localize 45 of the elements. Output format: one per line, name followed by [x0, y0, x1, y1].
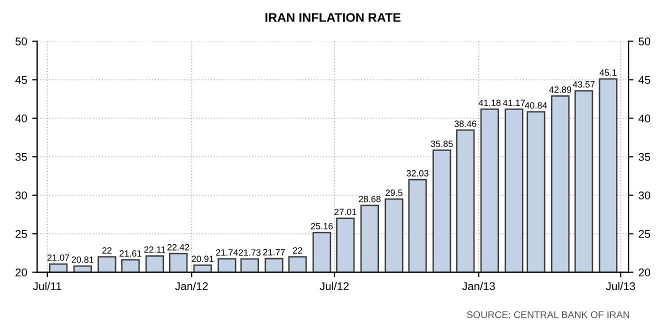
data-label: 40.84	[524, 102, 548, 109]
source-note: SOURCE: CENTRAL BANK OF IRAN	[466, 311, 630, 318]
data-label: 21.07	[47, 254, 70, 261]
y2-tick-label: 25	[638, 230, 650, 238]
x-tick-label: Jul/12	[320, 282, 349, 290]
data-label: 22.42	[167, 244, 190, 250]
data-label: 32.03	[406, 170, 428, 176]
data-label: 20.81	[72, 256, 94, 263]
x-tick-label: Jan/13	[462, 282, 495, 290]
data-label: 38.46	[454, 120, 476, 127]
data-label: 22.11	[144, 246, 166, 253]
y-tick-label: 45	[15, 76, 27, 84]
data-label: 29.5	[386, 190, 402, 196]
x-tick-label: Jul/11	[33, 282, 62, 290]
data-label: 27.01	[334, 208, 356, 216]
y-tick-label: 35	[15, 153, 27, 161]
y2-tick-label: 35	[638, 153, 650, 161]
y2-tick-label: 30	[638, 192, 650, 200]
data-label: 21.61	[120, 250, 142, 257]
data-label: 20.91	[192, 256, 214, 262]
data-label: 43.57	[572, 81, 595, 88]
data-label: 22	[102, 247, 112, 254]
data-label: 22	[292, 247, 302, 254]
y2-tick-label: 50	[638, 38, 650, 46]
x-tick-label: Jul/13	[606, 282, 636, 290]
y-tick-label: 40	[15, 114, 27, 122]
data-label: 41.18	[478, 100, 501, 106]
data-label: 21.74	[216, 249, 238, 256]
data-label: 25.16	[311, 222, 333, 230]
y2-tick-label: 20	[638, 268, 650, 276]
data-label: 21.77	[263, 249, 285, 256]
y2-tick-label: 45	[638, 76, 650, 84]
data-label: 41.17	[502, 100, 525, 106]
data-label: 28.68	[358, 196, 381, 202]
y-tick-label: 20	[16, 268, 27, 276]
data-label: 42.89	[549, 86, 572, 93]
y2-tick-label: 40	[638, 114, 650, 122]
data-label: 35.85	[430, 140, 453, 148]
data-label: 45.1	[600, 70, 616, 76]
y-tick-label: 25	[16, 230, 27, 238]
y-tick-label: 30	[15, 192, 27, 200]
data-label: 21.73	[238, 249, 261, 256]
chart-title: IRAN INFLATION RATE	[265, 13, 401, 22]
x-tick-label: Jan/12	[175, 282, 208, 290]
y-tick-label: 50	[15, 38, 27, 46]
